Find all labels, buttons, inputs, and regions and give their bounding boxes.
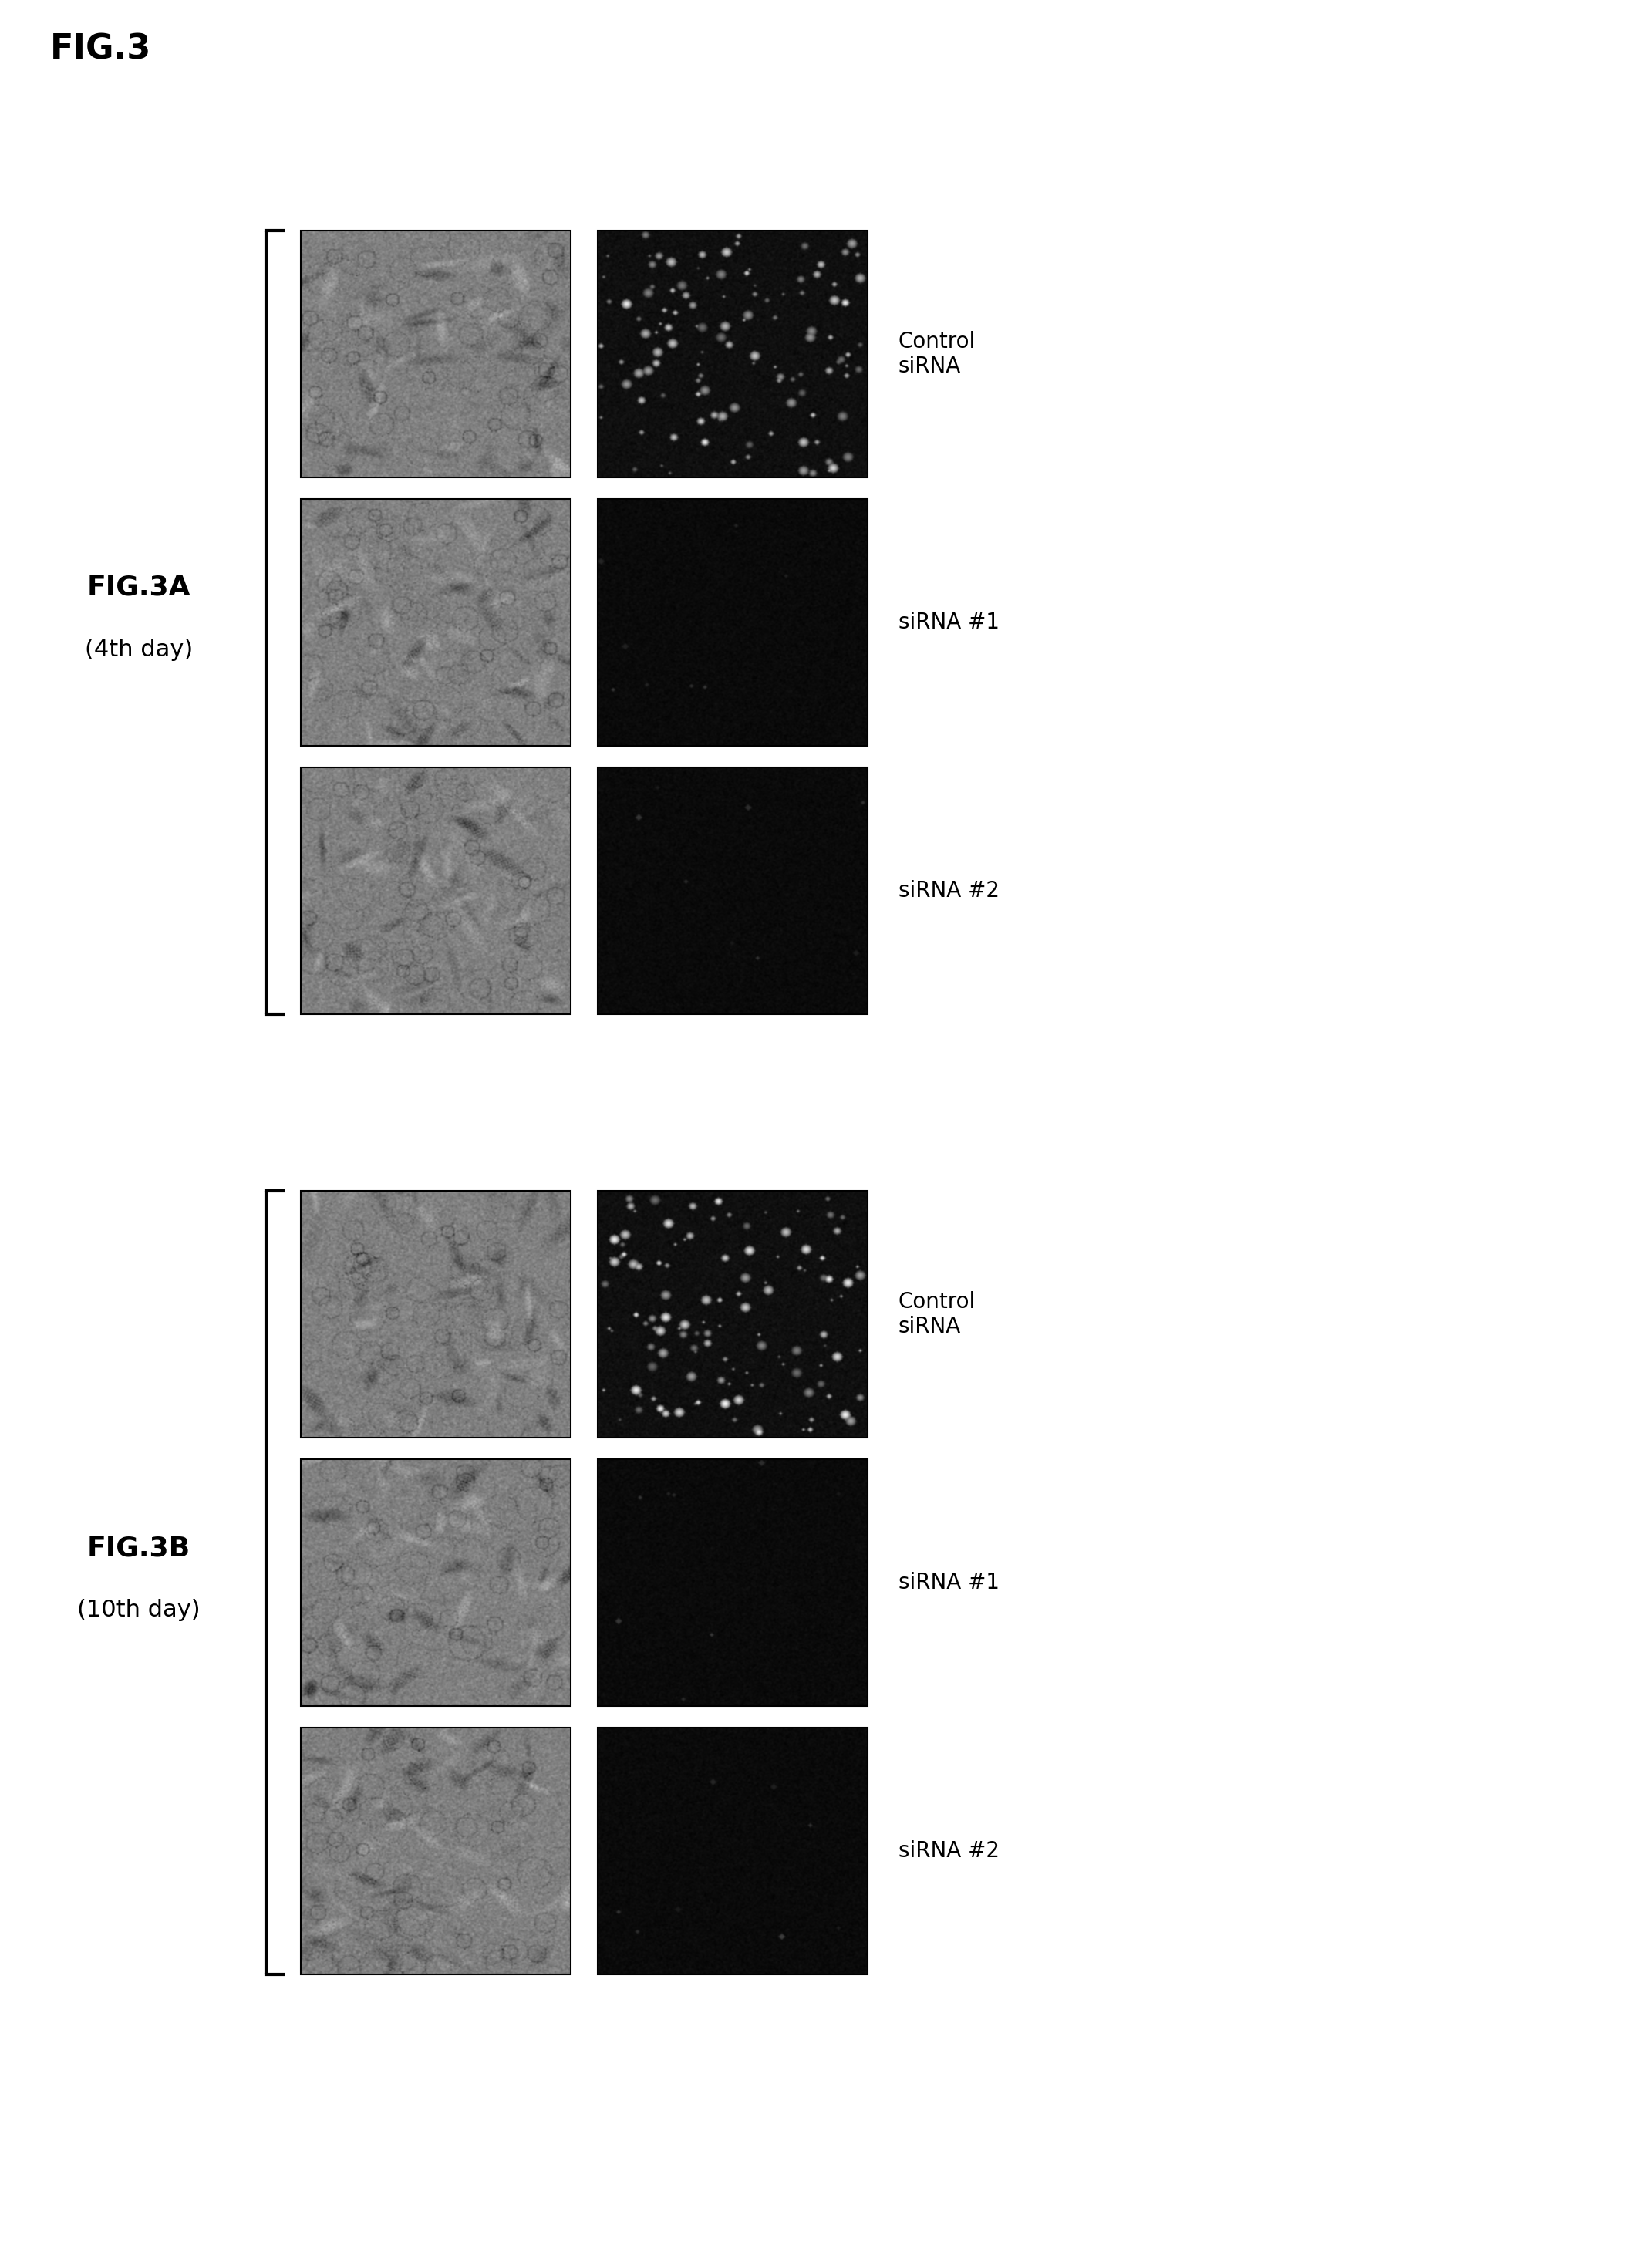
Text: siRNA #2: siRNA #2 (899, 881, 999, 901)
Bar (598, 768, 867, 1014)
Text: siRNA #1: siRNA #1 (899, 612, 999, 633)
Bar (598, 499, 867, 745)
Text: FIG.3A: FIG.3A (88, 574, 190, 601)
Bar (301, 768, 570, 1014)
Text: siRNA #2: siRNA #2 (899, 1841, 999, 1861)
Bar (301, 1728, 570, 1974)
Bar (598, 1459, 867, 1706)
Text: Control
siRNA: Control siRNA (899, 1290, 976, 1337)
Bar (598, 1190, 867, 1437)
Text: siRNA #1: siRNA #1 (899, 1572, 999, 1593)
Text: (4th day): (4th day) (84, 639, 193, 660)
Bar (598, 1728, 867, 1974)
Text: FIG.3: FIG.3 (50, 34, 152, 66)
Bar (301, 230, 570, 477)
Text: Control
siRNA: Control siRNA (899, 330, 976, 377)
Text: (10th day): (10th day) (78, 1599, 200, 1620)
Bar (598, 230, 867, 477)
Bar (301, 1190, 570, 1437)
Text: FIG.3B: FIG.3B (88, 1534, 190, 1561)
Bar (301, 1459, 570, 1706)
Bar (301, 499, 570, 745)
